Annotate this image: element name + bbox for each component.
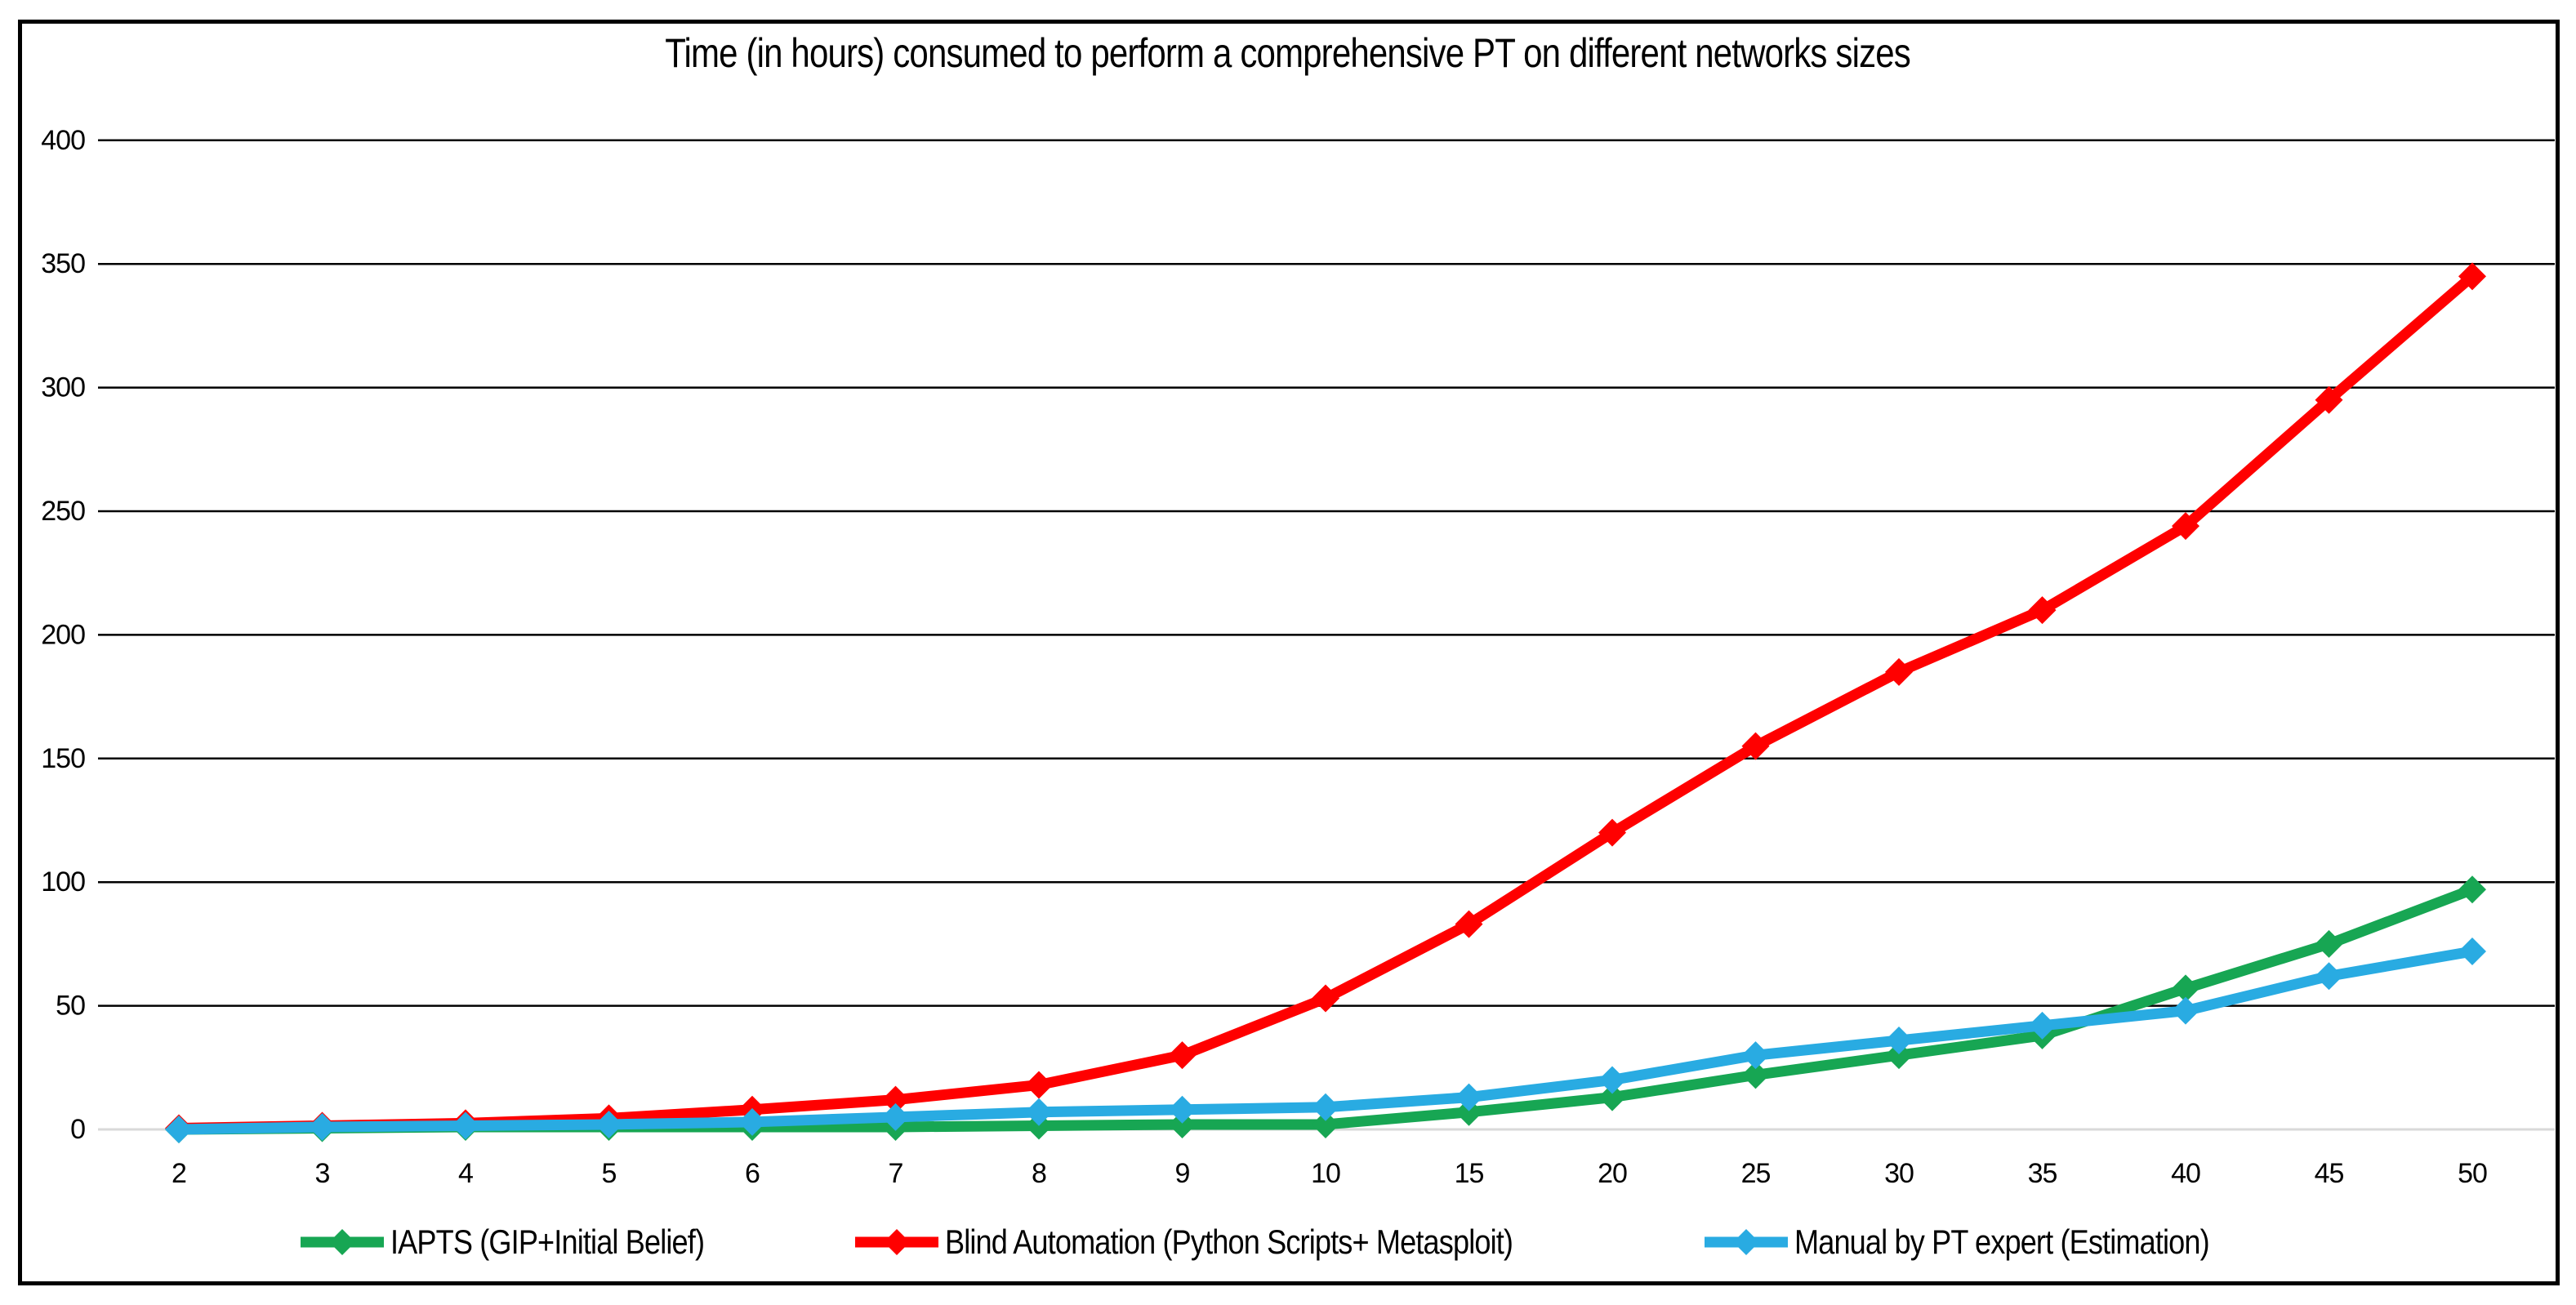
series-marker-0	[1598, 1083, 1626, 1111]
x-axis-tick-label: 2	[172, 1158, 186, 1189]
series-marker-1	[1168, 1041, 1197, 1070]
x-axis-tick-label: 8	[1032, 1158, 1046, 1189]
y-axis-tick-label: 250	[41, 496, 85, 527]
series-marker-2	[881, 1102, 910, 1131]
legend-line-marker-icon	[854, 1229, 938, 1255]
series-marker-2	[1025, 1098, 1053, 1126]
series-marker-2	[738, 1107, 766, 1136]
chart-border-frame	[18, 20, 2560, 1285]
series-marker-1	[1598, 818, 1626, 847]
series-marker-1	[2458, 262, 2486, 291]
series-marker-1	[881, 1085, 910, 1114]
legend-label: Manual by PT expert (Estimation)	[1794, 1223, 2210, 1261]
series-marker-2	[2172, 996, 2199, 1025]
chart-title-text: Time (in hours) consumed to perform a co…	[665, 30, 1912, 76]
x-axis-tick-label: 3	[315, 1158, 330, 1189]
legend-diamond-icon	[329, 1229, 356, 1255]
series-marker-2	[1168, 1095, 1197, 1124]
series-marker-1	[1455, 910, 1483, 938]
x-axis-tick-label: 35	[2028, 1158, 2057, 1189]
series-marker-0	[1455, 1098, 1483, 1126]
x-axis-tick-label: 5	[602, 1158, 617, 1189]
legend-label: Blind Automation (Python Scripts+ Metasp…	[944, 1223, 1513, 1261]
x-axis-tick-label: 9	[1175, 1158, 1190, 1189]
y-axis-tick-label: 400	[41, 125, 85, 156]
series-marker-2	[165, 1116, 193, 1143]
y-axis-tick-label: 350	[41, 248, 85, 279]
legend-line-marker-icon	[301, 1229, 385, 1255]
series-marker-1	[2315, 385, 2343, 414]
legend-line-marker-icon	[1705, 1229, 1789, 1255]
y-axis-tick-label: 100	[41, 866, 85, 897]
chart-title: Time (in hours) consumed to perform a co…	[0, 29, 2576, 77]
y-axis-tick-label: 300	[41, 372, 85, 403]
x-axis-tick-label: 25	[1741, 1158, 1771, 1189]
y-axis-tick-label: 50	[56, 991, 85, 1022]
legend: IAPTS (GIP+Initial Belief) Blind Automati…	[0, 1214, 2576, 1271]
series-marker-2	[1741, 1041, 1770, 1070]
series-marker-0	[1312, 1110, 1339, 1138]
y-axis-tick-label: 200	[41, 619, 85, 650]
series-marker-1	[1741, 732, 1770, 760]
x-axis-tick-label: 40	[2171, 1158, 2200, 1189]
series-marker-2	[1312, 1093, 1339, 1121]
series-marker-0	[2458, 875, 2486, 904]
series-marker-1	[1312, 984, 1339, 1013]
x-axis-tick-label: 6	[745, 1158, 760, 1189]
legend-item-1: Blind Automation (Python Scripts+ Metasp…	[853, 1223, 1605, 1262]
x-axis-tick-label: 50	[2458, 1158, 2487, 1189]
legend-item-2: Manual by PT expert (Estimation)	[1703, 1223, 2276, 1262]
y-axis-tick-label: 150	[41, 743, 85, 774]
series-marker-2	[1455, 1083, 1483, 1111]
series-marker-2	[2458, 937, 2486, 965]
series-marker-2	[2315, 962, 2343, 991]
series-marker-0	[1168, 1110, 1197, 1138]
series-marker-0	[2172, 974, 2199, 1003]
series-marker-2	[595, 1110, 623, 1138]
x-axis-tick-label: 15	[1455, 1158, 1484, 1189]
series-marker-2	[308, 1112, 336, 1141]
series-marker-1	[2172, 512, 2199, 541]
series-marker-2	[1885, 1026, 1913, 1054]
legend-diamond-icon	[1733, 1229, 1760, 1255]
series-marker-0	[1885, 1041, 1913, 1070]
series-marker-2	[1598, 1066, 1626, 1094]
series-marker-1	[1025, 1071, 1053, 1099]
legend-label: IAPTS (GIP+Initial Belief)	[390, 1223, 705, 1261]
y-axis-tick-label: 0	[70, 1114, 85, 1145]
series-marker-0	[1741, 1061, 1770, 1089]
series-marker-1	[1885, 657, 1913, 686]
legend-diamond-icon	[883, 1229, 910, 1255]
x-axis-tick-label: 4	[458, 1158, 473, 1189]
x-axis-tick-label: 7	[889, 1158, 903, 1189]
legend-item-0: IAPTS (GIP+Initial Belief)	[299, 1223, 755, 1262]
series-marker-2	[452, 1111, 479, 1140]
x-axis-tick-label: 45	[2315, 1158, 2344, 1189]
series-marker-0	[2315, 929, 2343, 958]
series-marker-2	[2028, 1011, 2057, 1040]
x-axis-tick-label: 20	[1598, 1158, 1627, 1189]
x-axis-tick-label: 10	[1311, 1158, 1340, 1189]
x-axis-tick-label: 30	[1884, 1158, 1914, 1189]
series-marker-1	[2028, 596, 2057, 625]
